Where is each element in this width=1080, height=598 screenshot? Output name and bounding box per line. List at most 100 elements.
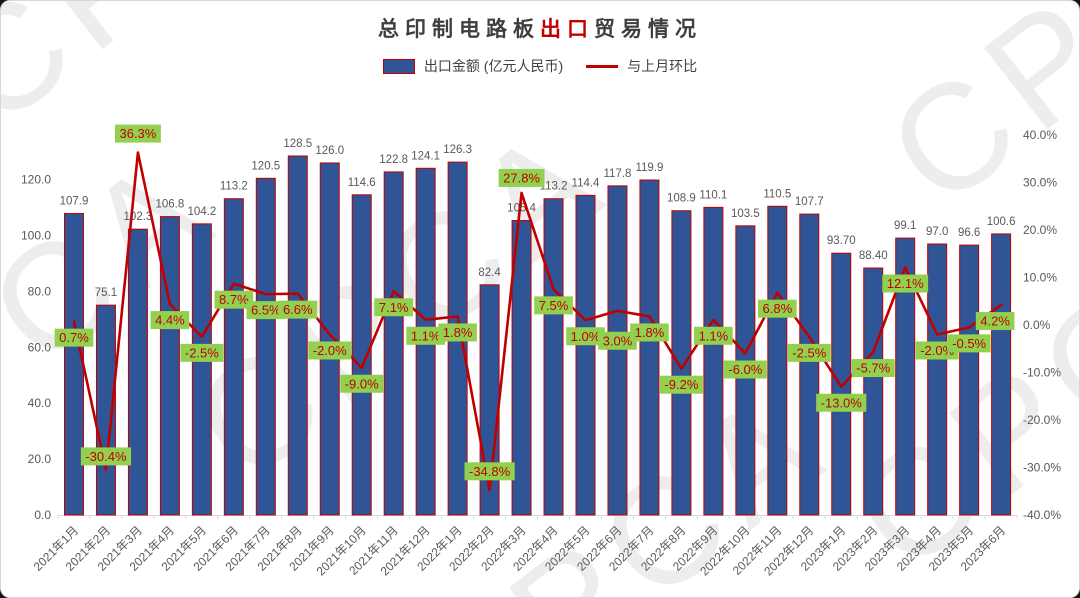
pct-label-text: -34.8% bbox=[469, 464, 511, 479]
pct-label-text: -9.2% bbox=[664, 377, 698, 392]
pct-label-text: 27.8% bbox=[503, 170, 540, 185]
bar-value-label: 120.5 bbox=[251, 160, 280, 172]
bar-value-label: 93.70 bbox=[827, 235, 856, 247]
bar-value-label: 82.4 bbox=[478, 267, 501, 279]
pct-label-text: -2.5% bbox=[185, 345, 219, 360]
bar-2022年9月 bbox=[703, 206, 724, 516]
pct-label-bg bbox=[308, 341, 352, 360]
legend-line-label: 与上月环比 bbox=[627, 58, 698, 74]
pct-label-bg bbox=[406, 326, 445, 345]
pct-label-bg bbox=[464, 462, 515, 481]
bar-2023年4月 bbox=[927, 243, 948, 516]
bar-value-label: 107.9 bbox=[60, 196, 89, 208]
pct-label-text: 1.1% bbox=[411, 328, 441, 343]
pct-label-bg bbox=[758, 299, 797, 318]
pct-label-bg bbox=[566, 327, 605, 346]
pct-label-text: -9.0% bbox=[345, 376, 379, 391]
pct-label-bg bbox=[180, 343, 224, 362]
pct-label-bg bbox=[694, 326, 733, 345]
bar-value-label: 97.0 bbox=[926, 226, 948, 238]
bar-2021年7月 bbox=[255, 177, 276, 516]
legend-line-swatch-icon bbox=[586, 64, 619, 68]
bar-value-label: 119.9 bbox=[635, 162, 663, 174]
bar-2022年11月 bbox=[767, 205, 788, 516]
bar-value-label: 110.1 bbox=[699, 189, 727, 201]
pct-label-bg bbox=[975, 312, 1015, 331]
bar-value-label: 75.1 bbox=[95, 287, 117, 299]
pct-label-bg bbox=[80, 447, 132, 466]
bar-2021年11月 bbox=[383, 171, 404, 516]
pct-label-bg bbox=[54, 328, 94, 347]
pct-label-bg bbox=[787, 343, 831, 362]
legend-bar-label: 出口金额 (亿元人民币) bbox=[423, 58, 564, 74]
bar-2022年4月 bbox=[543, 198, 564, 516]
title-suffix: 贸易情况 bbox=[594, 18, 702, 41]
left-axis-tick: 60.0 bbox=[28, 340, 52, 354]
bar-2023年1月 bbox=[831, 252, 852, 516]
right-axis-tick: 40.0% bbox=[1023, 128, 1057, 142]
bar-2023年6月 bbox=[991, 233, 1012, 516]
pct-label-text: 4.4% bbox=[155, 313, 185, 328]
pct-label-text: 7.1% bbox=[379, 300, 409, 315]
bar-2021年8月 bbox=[287, 155, 308, 516]
pct-label-bg bbox=[150, 311, 190, 330]
pct-label-text: 1.8% bbox=[635, 325, 665, 340]
pct-label-text: -2.0% bbox=[313, 343, 347, 358]
bar-value-label: 102.3 bbox=[124, 211, 153, 223]
pct-label-text: 6.8% bbox=[763, 301, 793, 316]
pct-label-text: 6.6% bbox=[283, 302, 313, 317]
pct-label-text: 36.3% bbox=[119, 126, 156, 141]
right-axis-tick: 10.0% bbox=[1023, 271, 1057, 285]
left-axis-tick: 40.0 bbox=[28, 396, 52, 410]
right-axis-tick: -10.0% bbox=[1023, 366, 1061, 380]
left-axis-tick: 0.0 bbox=[34, 508, 51, 522]
bar-value-label: 117.8 bbox=[604, 168, 632, 180]
pct-label-text: 4.2% bbox=[980, 314, 1010, 329]
bar-value-label: 100.6 bbox=[987, 216, 1016, 228]
bar-value-label: 99.1 bbox=[894, 220, 916, 232]
left-axis-tick: 100.0 bbox=[21, 229, 51, 243]
bar-2023年2月 bbox=[863, 267, 884, 516]
title-prefix: 总印制电路板 bbox=[378, 18, 540, 41]
right-axis-tick: -40.0% bbox=[1023, 508, 1061, 522]
pct-label-bg bbox=[374, 298, 414, 317]
pct-label-text: -5.7% bbox=[856, 361, 890, 376]
bar-2021年4月 bbox=[159, 216, 180, 516]
pct-label-bg bbox=[246, 301, 286, 320]
bar-value-label: 128.5 bbox=[283, 138, 312, 150]
right-axis-tick: -30.0% bbox=[1023, 461, 1061, 475]
pct-label-bg bbox=[630, 323, 669, 342]
pct-label-bg bbox=[723, 360, 767, 379]
left-axis-tick: 20.0 bbox=[28, 452, 52, 466]
pct-label-bg bbox=[882, 274, 929, 293]
bar-value-label: 126.3 bbox=[443, 144, 472, 156]
left-axis-tick: 120.0 bbox=[21, 173, 51, 187]
bar-value-label: 126.0 bbox=[315, 145, 344, 157]
pct-label-text: -30.4% bbox=[85, 449, 127, 464]
bar-value-label: 113.2 bbox=[540, 181, 568, 193]
pct-label-text: 7.5% bbox=[539, 298, 569, 313]
bar-2023年3月 bbox=[895, 237, 916, 516]
pct-label-text: -2.0% bbox=[920, 343, 954, 358]
right-axis-tick: 20.0% bbox=[1023, 223, 1057, 237]
pct-label-text: 1.0% bbox=[571, 329, 601, 344]
bar-2022年3月 bbox=[511, 220, 532, 516]
bar-2021年1月 bbox=[63, 213, 84, 516]
pct-label-bg bbox=[438, 323, 477, 342]
legend: 出口金额 (亿元人民币) 与上月环比 bbox=[1, 56, 1079, 76]
right-axis-tick: 30.0% bbox=[1023, 176, 1057, 190]
bar-value-label: 124.1 bbox=[411, 150, 440, 162]
bar-2022年7月 bbox=[639, 179, 660, 516]
pct-label-text: 1.8% bbox=[443, 325, 473, 340]
title-highlight: 出口 bbox=[540, 18, 594, 41]
bar-value-label: 110.5 bbox=[763, 188, 791, 200]
right-axis-tick: 0.0% bbox=[1023, 318, 1051, 332]
pct-label-text: -2.5% bbox=[792, 345, 826, 360]
pct-label-bg bbox=[214, 290, 254, 309]
bar-value-label: 108.9 bbox=[667, 193, 696, 205]
right-axis-tick: -20.0% bbox=[1023, 413, 1061, 427]
pct-label-bg bbox=[659, 375, 703, 394]
bar-2022年12月 bbox=[799, 213, 820, 516]
